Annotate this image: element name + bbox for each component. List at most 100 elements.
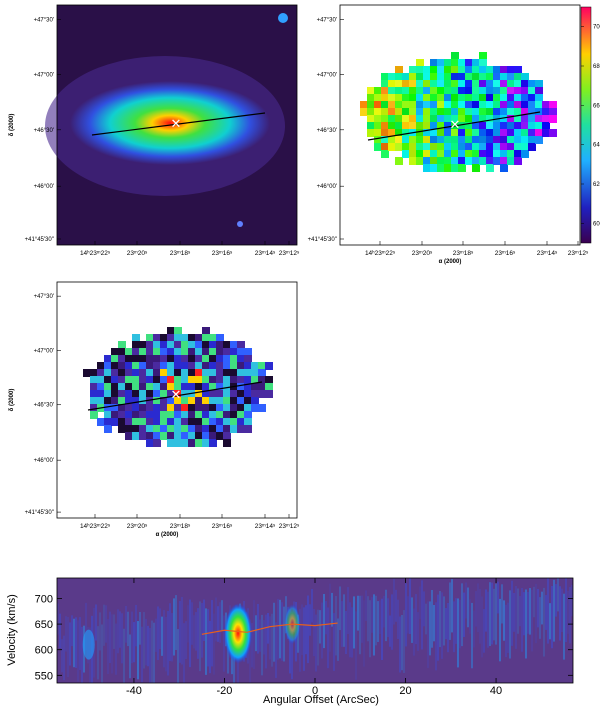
map-pixel xyxy=(209,432,217,440)
map-pixel xyxy=(430,136,438,144)
map-pixel xyxy=(458,150,466,158)
spectrum-streak xyxy=(329,583,331,652)
map-pixel xyxy=(444,73,452,81)
map-pixel xyxy=(388,108,396,116)
spectrum-streak xyxy=(85,602,87,651)
map-pixel xyxy=(360,101,368,109)
y-tick-label: +47°00' xyxy=(34,348,54,354)
map-pixel xyxy=(223,362,231,370)
map-pixel xyxy=(146,418,154,426)
spectrum-streak xyxy=(109,611,111,663)
map-pixel xyxy=(153,411,161,419)
map-pixel xyxy=(195,432,203,440)
spectrum-streak xyxy=(459,599,461,649)
map-pixel xyxy=(111,376,119,384)
spectrum-streak xyxy=(353,596,355,649)
spectrum-streak xyxy=(411,597,413,643)
map-pixel xyxy=(381,115,389,123)
map-pixel xyxy=(216,334,224,342)
map-pixel xyxy=(395,136,403,144)
map-pixel xyxy=(416,94,424,102)
map-pixel xyxy=(514,122,522,130)
map-pixel xyxy=(265,362,273,370)
map-pixel xyxy=(514,108,522,116)
map-pixel xyxy=(500,87,508,95)
map-pixel xyxy=(514,87,522,95)
map-pixel xyxy=(472,115,480,123)
map-pixel xyxy=(237,425,245,433)
map-pixel xyxy=(458,122,466,130)
map-pixel xyxy=(202,397,210,405)
spectrum-streak xyxy=(115,623,117,675)
map-pixel xyxy=(507,66,515,74)
map-pixel xyxy=(174,432,182,440)
map-pixel xyxy=(423,87,431,95)
spectrum-streak xyxy=(545,595,547,630)
star xyxy=(237,221,243,227)
map-pixel xyxy=(230,376,238,384)
spectrum-streak xyxy=(259,619,261,652)
spectrum-streak xyxy=(527,591,529,634)
spectrum-streak xyxy=(275,622,277,678)
map-pixel xyxy=(118,425,126,433)
map-pixel xyxy=(416,101,424,109)
map-pixel xyxy=(521,122,529,130)
slit xyxy=(91,112,266,136)
map-pixel xyxy=(395,122,403,130)
map-pixel xyxy=(146,432,154,440)
map-pixel xyxy=(153,348,161,356)
map-pixel xyxy=(174,348,182,356)
map-pixel xyxy=(97,383,105,391)
map-pixel xyxy=(388,80,396,88)
map-pixel xyxy=(514,143,522,151)
map-pixel xyxy=(132,362,140,370)
spectrum-streak xyxy=(279,599,281,659)
spectrum-streak xyxy=(59,613,61,649)
map-pixel xyxy=(465,122,473,130)
map-pixel xyxy=(472,66,480,74)
map-pixel xyxy=(430,115,438,123)
spectrum-streak xyxy=(383,595,385,628)
spectrum-streak xyxy=(359,595,361,655)
map-pixel xyxy=(451,143,459,151)
map-pixel xyxy=(167,425,175,433)
map-pixel xyxy=(153,341,161,349)
map-pixel xyxy=(472,73,480,81)
map-pixel xyxy=(402,150,410,158)
y-tick-label: +46°30' xyxy=(34,403,54,409)
map-pixel xyxy=(374,129,382,137)
map-pixel xyxy=(209,341,217,349)
map-pixel xyxy=(423,94,431,102)
spectrum-streak xyxy=(571,584,573,617)
map-pixel xyxy=(395,115,403,123)
map-pixel xyxy=(486,164,494,172)
map-pixel xyxy=(458,129,466,137)
map-pixel xyxy=(174,390,182,398)
map-pixel xyxy=(423,136,431,144)
map-pixel xyxy=(195,397,203,405)
y-tick-label: +46°00' xyxy=(317,184,337,190)
map-pixel xyxy=(395,101,403,109)
map-pixel xyxy=(409,115,417,123)
map-pixel xyxy=(244,362,252,370)
spectrum-streak xyxy=(345,610,347,655)
map-pixel xyxy=(167,383,175,391)
map-pixel xyxy=(472,87,480,95)
map-pixel xyxy=(125,355,133,363)
spectrum-streak xyxy=(391,594,393,650)
spectrum-streak xyxy=(499,598,501,662)
spectrum-streak xyxy=(513,593,515,632)
spectrum-streak xyxy=(343,594,345,647)
map-pixel xyxy=(514,66,522,74)
spectrum-streak xyxy=(291,611,293,680)
map-pixel xyxy=(195,341,203,349)
spectrum-streak xyxy=(387,598,389,638)
spectrum-streak xyxy=(419,586,421,619)
map-pixel xyxy=(97,418,105,426)
spectrum-streak xyxy=(319,610,321,644)
spectrum-streak xyxy=(375,595,377,646)
map-pixel xyxy=(486,80,494,88)
map-pixel xyxy=(444,80,452,88)
map-pixel xyxy=(167,369,175,377)
spectrum-streak xyxy=(77,620,79,682)
